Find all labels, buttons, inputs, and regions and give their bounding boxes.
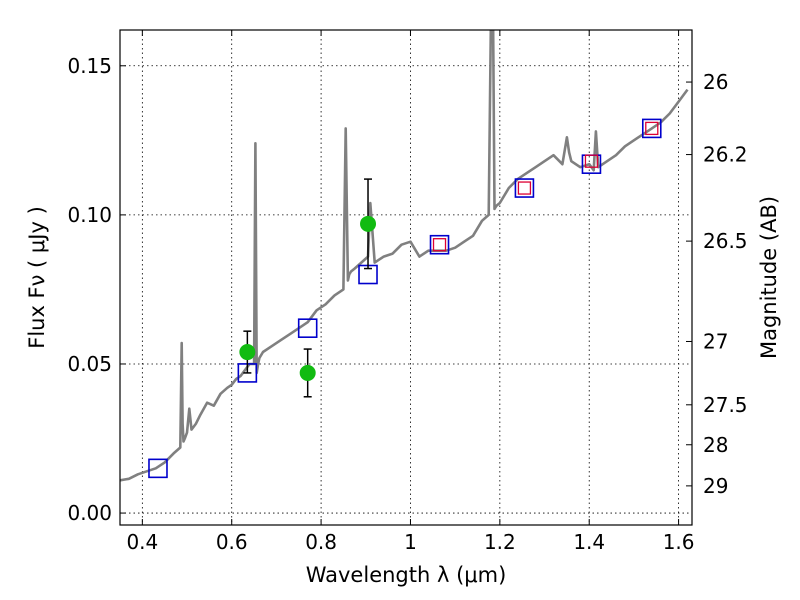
grid [120, 30, 692, 525]
plot-frame [119, 29, 693, 526]
mag-tick-label: 27.5 [703, 393, 748, 417]
model-photometry-point [429, 234, 450, 255]
x-axis-label: Wavelength λ (μm) [306, 563, 507, 587]
x-tick-label: 1.4 [573, 530, 605, 554]
mag-tick-label: 27 [703, 329, 728, 353]
y-tick-label: 0.10 [67, 203, 112, 227]
mag-tick-label: 26 [703, 70, 728, 94]
mag-tick-label: 26.2 [703, 143, 748, 167]
filter-photometry-point [517, 181, 532, 195]
y-tick-label: 0.15 [67, 54, 112, 78]
spectrum-series-line [120, 30, 689, 482]
model-photometry-point [514, 178, 535, 198]
y2-axis-label: Magnitude (AB) [757, 196, 781, 359]
x-tick-label: 0.8 [305, 530, 337, 554]
model-photometry-point [641, 118, 662, 139]
model-photometry-point [148, 458, 168, 479]
x-tick-label: 1.2 [484, 530, 516, 554]
x-tick-label: 1 [404, 530, 417, 554]
x-tick-label: 0.4 [126, 530, 158, 554]
y-axis-label: Flux Fν ( μJy ) [25, 206, 49, 349]
y-tick-label: 0.00 [67, 501, 112, 525]
filter-photometry-point [645, 121, 659, 136]
spectrum-line [120, 30, 689, 482]
mag-tick-label: 26.5 [703, 229, 748, 253]
x-tick-label: 1.6 [663, 530, 695, 554]
ticks: 0.4 0.6 0.8 1 1.2 1.4 1.6 0.00 0.05 0.10 0.15 26 26.… [67, 30, 748, 554]
filter-photometry-point [432, 238, 447, 252]
observed-point [239, 344, 256, 361]
y-tick-label: 0.05 [67, 352, 112, 376]
observed-point [360, 215, 377, 232]
model-photometry-point [297, 318, 318, 338]
photometry-markers [148, 118, 662, 479]
mag-tick-label: 29 [703, 474, 728, 498]
filter-photometry-point [584, 154, 599, 168]
mag-tick-label: 28 [703, 433, 728, 457]
observed-point [299, 364, 316, 381]
x-tick-label: 0.6 [216, 530, 248, 554]
